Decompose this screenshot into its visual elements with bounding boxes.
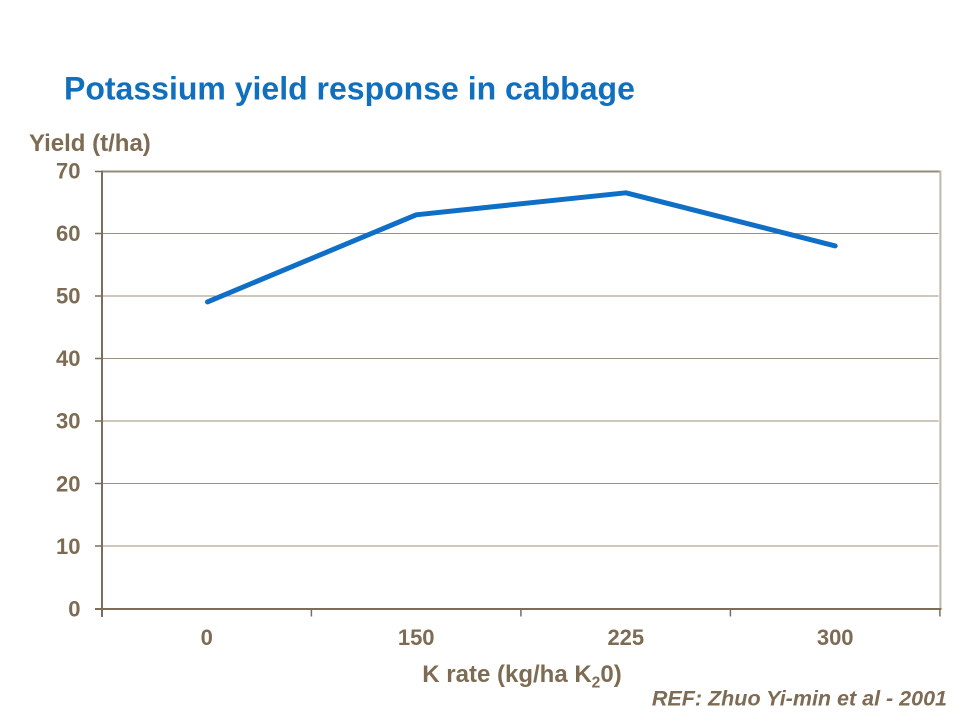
svg-text:300: 300 <box>817 625 854 650</box>
svg-text:70: 70 <box>56 159 80 184</box>
svg-text:0: 0 <box>68 596 80 621</box>
svg-text:40: 40 <box>56 346 80 371</box>
svg-text:0: 0 <box>201 625 213 650</box>
svg-text:Potassium yield response in ca: Potassium yield response in cabbage <box>64 70 635 106</box>
svg-text:REF: Zhuo Yi-min et al - 2001: REF: Zhuo Yi-min et al - 2001 <box>652 687 947 711</box>
svg-text:K rate (kg/ha K20): K rate (kg/ha K20) <box>422 661 621 692</box>
svg-text:150: 150 <box>398 625 435 650</box>
svg-text:10: 10 <box>56 534 80 559</box>
svg-text:20: 20 <box>56 471 80 496</box>
svg-text:30: 30 <box>56 409 80 434</box>
svg-text:60: 60 <box>56 221 80 246</box>
svg-text:Yield (t/ha): Yield (t/ha) <box>29 130 151 157</box>
svg-text:50: 50 <box>56 284 80 309</box>
svg-text:225: 225 <box>607 625 644 650</box>
